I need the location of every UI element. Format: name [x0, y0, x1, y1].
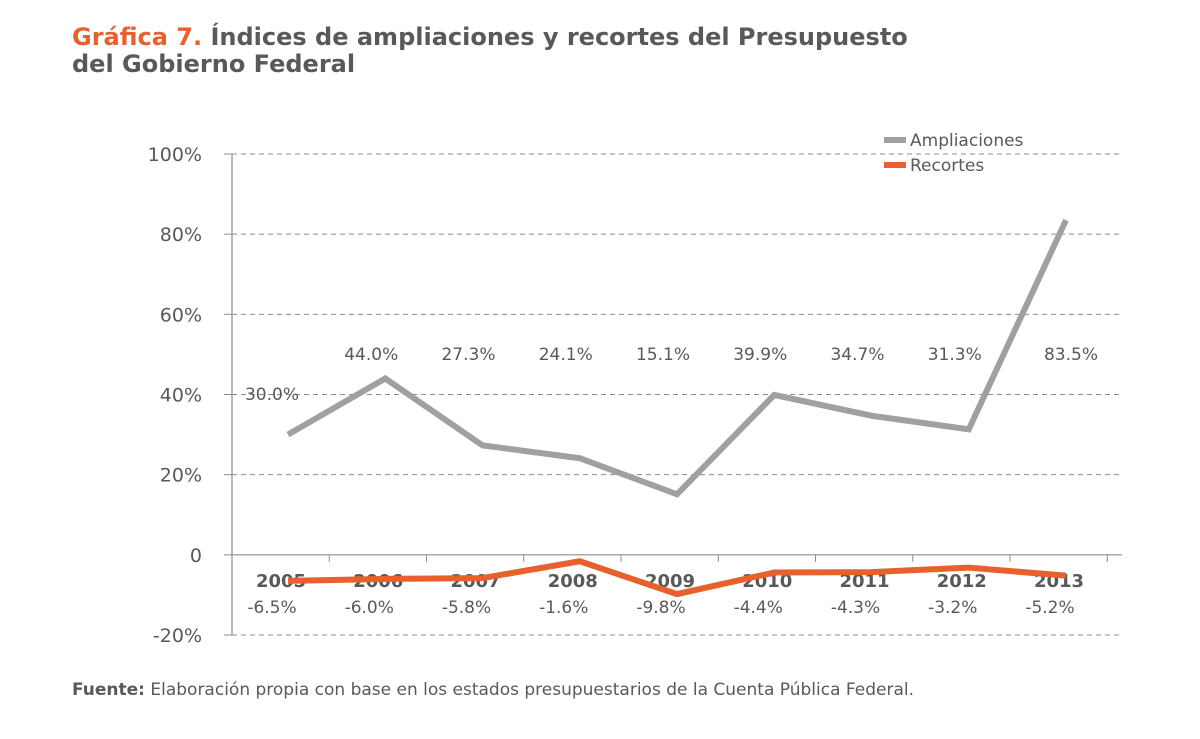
source-text: Elaboración propia con base en los estad…	[144, 680, 914, 700]
legend-label-ampliaciones: Ampliaciones	[910, 131, 1024, 151]
data-label-recortes: -4.3%	[831, 598, 880, 618]
x-category-label: 2011	[839, 571, 889, 592]
data-label-ampliaciones: 15.1%	[636, 345, 690, 365]
y-tick-label: 80%	[160, 224, 202, 246]
data-label-recortes: -5.8%	[442, 598, 491, 618]
data-label-recortes: -9.8%	[636, 598, 685, 618]
data-label-recortes: -5.2%	[1025, 598, 1074, 618]
y-tick-label: 20%	[160, 465, 202, 487]
data-label-ampliaciones: 44.0%	[344, 345, 398, 365]
x-category-label: 2005	[256, 571, 306, 592]
title-lead: Gráfica 7.	[72, 23, 203, 51]
data-label-ampliaciones: 31.3%	[928, 345, 982, 365]
data-label-recortes: -4.4%	[734, 598, 783, 618]
x-category-label: 2012	[937, 571, 987, 592]
source-note: Fuente: Elaboración propia con base en l…	[72, 680, 914, 700]
data-label-ampliaciones: 27.3%	[441, 345, 495, 365]
chart-title: Gráfica 7. Índices de ampliaciones y rec…	[72, 24, 972, 78]
legend-label-recortes: Recortes	[910, 156, 984, 176]
data-label-ampliaciones: 34.7%	[830, 345, 884, 365]
series-line-ampliaciones	[286, 218, 1069, 498]
data-label-ampliaciones: 83.5%	[1044, 345, 1098, 365]
title-line2: del Gobierno Federal	[72, 50, 356, 78]
y-tick-label: -20%	[153, 625, 202, 647]
data-label-ampliaciones: 30.0%	[245, 385, 299, 405]
data-label-recortes: -3.2%	[928, 598, 977, 618]
data-label-ampliaciones: 39.9%	[733, 345, 787, 365]
series-line-recortes	[287, 558, 1067, 598]
y-tick-label: 40%	[160, 385, 202, 407]
data-label-recortes: -6.0%	[345, 598, 394, 618]
source-label: Fuente:	[72, 680, 145, 700]
title-line1: Índices de ampliaciones y recortes del P…	[202, 23, 908, 51]
y-tick-label: 60%	[160, 304, 202, 326]
x-category-label: 2008	[548, 571, 598, 592]
y-tick-label: 0	[190, 545, 202, 567]
y-tick-label: 100%	[148, 144, 202, 166]
data-label-recortes: -1.6%	[539, 598, 588, 618]
data-label-recortes: -6.5%	[247, 598, 296, 618]
data-label-ampliaciones: 24.1%	[539, 345, 593, 365]
